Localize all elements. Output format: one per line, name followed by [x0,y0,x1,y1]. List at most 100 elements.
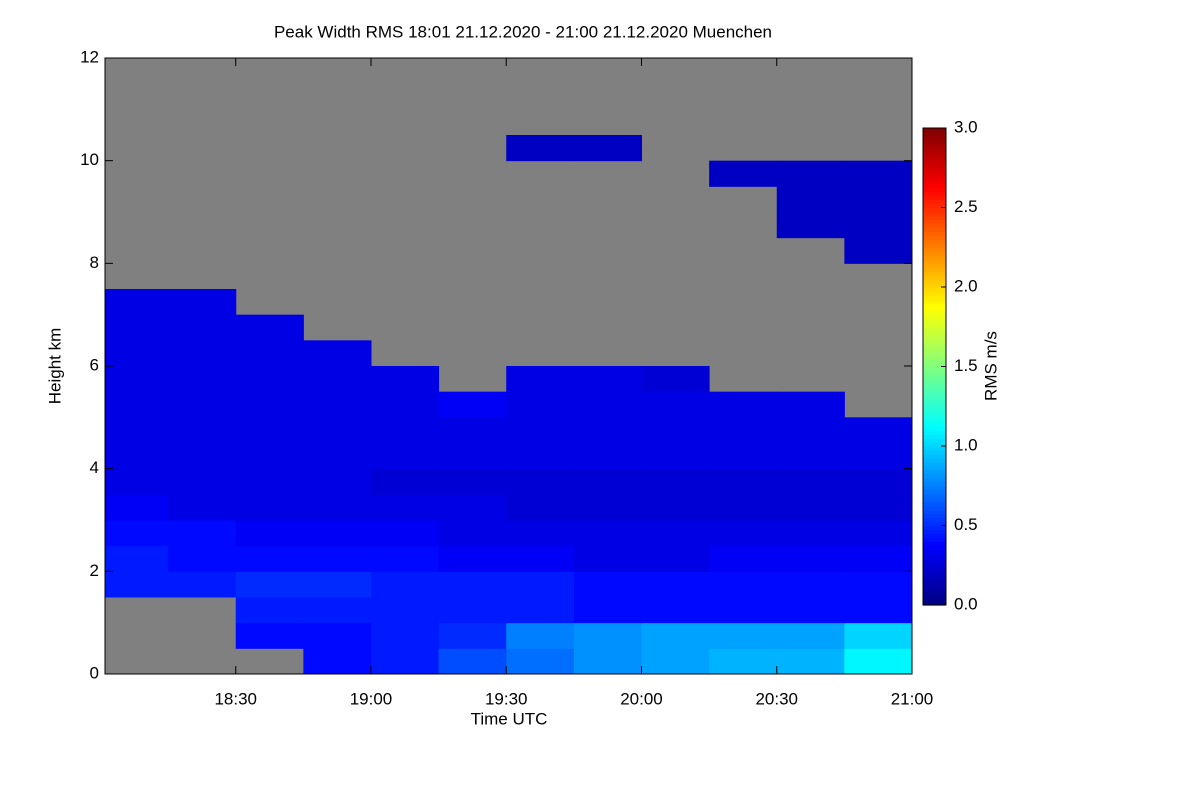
colorbar-segment [923,505,946,511]
heatmap-cell [776,571,845,598]
colorbar-tick-label: 2.0 [954,276,978,295]
colorbar-tick-label: 0.0 [954,594,978,613]
heatmap-cell [641,468,710,495]
colorbar-segment [923,501,946,507]
colorbar-segment [923,155,946,161]
y-tick-label: 8 [90,253,99,272]
heatmap-cell [105,314,169,341]
colorbar-segment [923,187,946,193]
colorbar-tick-label: 1.0 [954,435,978,454]
heatmap-cell [573,391,642,418]
colorbar-segment [923,326,946,332]
colorbar-segment [923,275,946,280]
colorbar-segment [923,215,946,221]
heatmap-cell [438,520,507,547]
colorbar-segment [923,346,946,352]
heatmap-cell [235,520,304,547]
colorbar-segment [923,131,946,137]
colorbar-segment [923,354,946,360]
heatmap-cell [573,443,642,470]
y-tick-label: 4 [90,458,99,477]
heatmap-cell [105,468,169,495]
heatmap-cell [303,622,372,649]
heatmap-cell [776,212,845,239]
heatmap-cell [370,468,440,495]
heatmap-cell [776,391,845,418]
heatmap-cell [641,571,710,598]
heatmap-cell [776,622,845,649]
heatmap-cell [844,597,913,624]
heatmap-cell [303,366,372,393]
colorbar-segment [923,541,946,546]
colorbar-segment [923,322,946,328]
x-tick-label: 21:00 [891,689,934,708]
colorbar-segment [923,139,946,145]
colorbar-segment [923,497,946,503]
heatmap-cell [370,648,440,675]
heatmap-cell [303,597,372,624]
heatmap-cell [303,571,372,598]
colorbar-segment [923,557,946,562]
heatmap-cell [776,520,845,547]
y-tick-label: 2 [90,561,99,580]
heatmap-cell [438,545,507,572]
colorbar-segment [923,251,946,256]
heatmap-cell [438,468,507,495]
heatmap-cell [168,314,237,341]
colorbar-segment [923,128,946,133]
colorbar-segment [923,350,946,356]
heatmap-cell [105,520,169,547]
heatmap-cell [506,366,575,393]
colorbar-segment [923,298,946,304]
heatmap-cell [303,494,372,521]
colorbar-segment [923,318,946,324]
heatmap-cell [641,366,710,393]
heatmap-cell [506,494,575,521]
colorbar-segment [923,394,946,399]
heatmap-cell [370,366,440,393]
colorbar-segment [923,143,946,149]
colorbar-segment [923,294,946,300]
colorbar-segment [923,306,946,312]
colorbar-segment [923,422,946,427]
heatmap-cell [370,417,440,444]
colorbar-segment [923,585,946,590]
colorbar-segment [923,283,946,288]
heatmap-cell [506,135,575,162]
heatmap-cell [303,520,372,547]
colorbar-segment [923,219,946,224]
heatmap-cell [573,366,642,393]
colorbar-segment [923,370,946,376]
heatmap-cell [573,597,642,624]
heatmap-cell [709,545,778,572]
colorbar-segment [923,525,946,531]
colorbar-segment [923,477,946,483]
heatmap-cell [370,545,440,572]
colorbar-segment [923,513,946,519]
colorbar-segment [923,517,946,523]
colorbar-segment [923,171,946,177]
colorbar-segment [923,481,946,487]
heatmap-cell [506,571,575,598]
colorbar-segment [923,179,946,185]
heatmap-cell [235,391,304,418]
y-tick-label: 12 [80,47,99,66]
heatmap-cell [844,160,913,187]
heatmap-cell [105,391,169,418]
colorbar-segment [923,147,946,153]
colorbar-tick-label: 0.5 [954,515,978,534]
x-tick-label: 19:00 [350,689,393,708]
heatmap-cell [105,289,169,316]
heatmap-cell [573,571,642,598]
colorbar-segment [923,545,946,550]
heatmap-cell [573,417,642,444]
heatmap-cell [105,571,169,598]
heatmap-cell [168,366,237,393]
heatmap-cell [303,545,372,572]
heatmap-cell [506,520,575,547]
heatmap-cell [844,468,913,495]
x-tick-label: 18:30 [214,689,257,708]
heatmap-cell [844,648,913,675]
x-axis-label: Time UTC [471,709,548,728]
heatmap-cell [168,417,237,444]
